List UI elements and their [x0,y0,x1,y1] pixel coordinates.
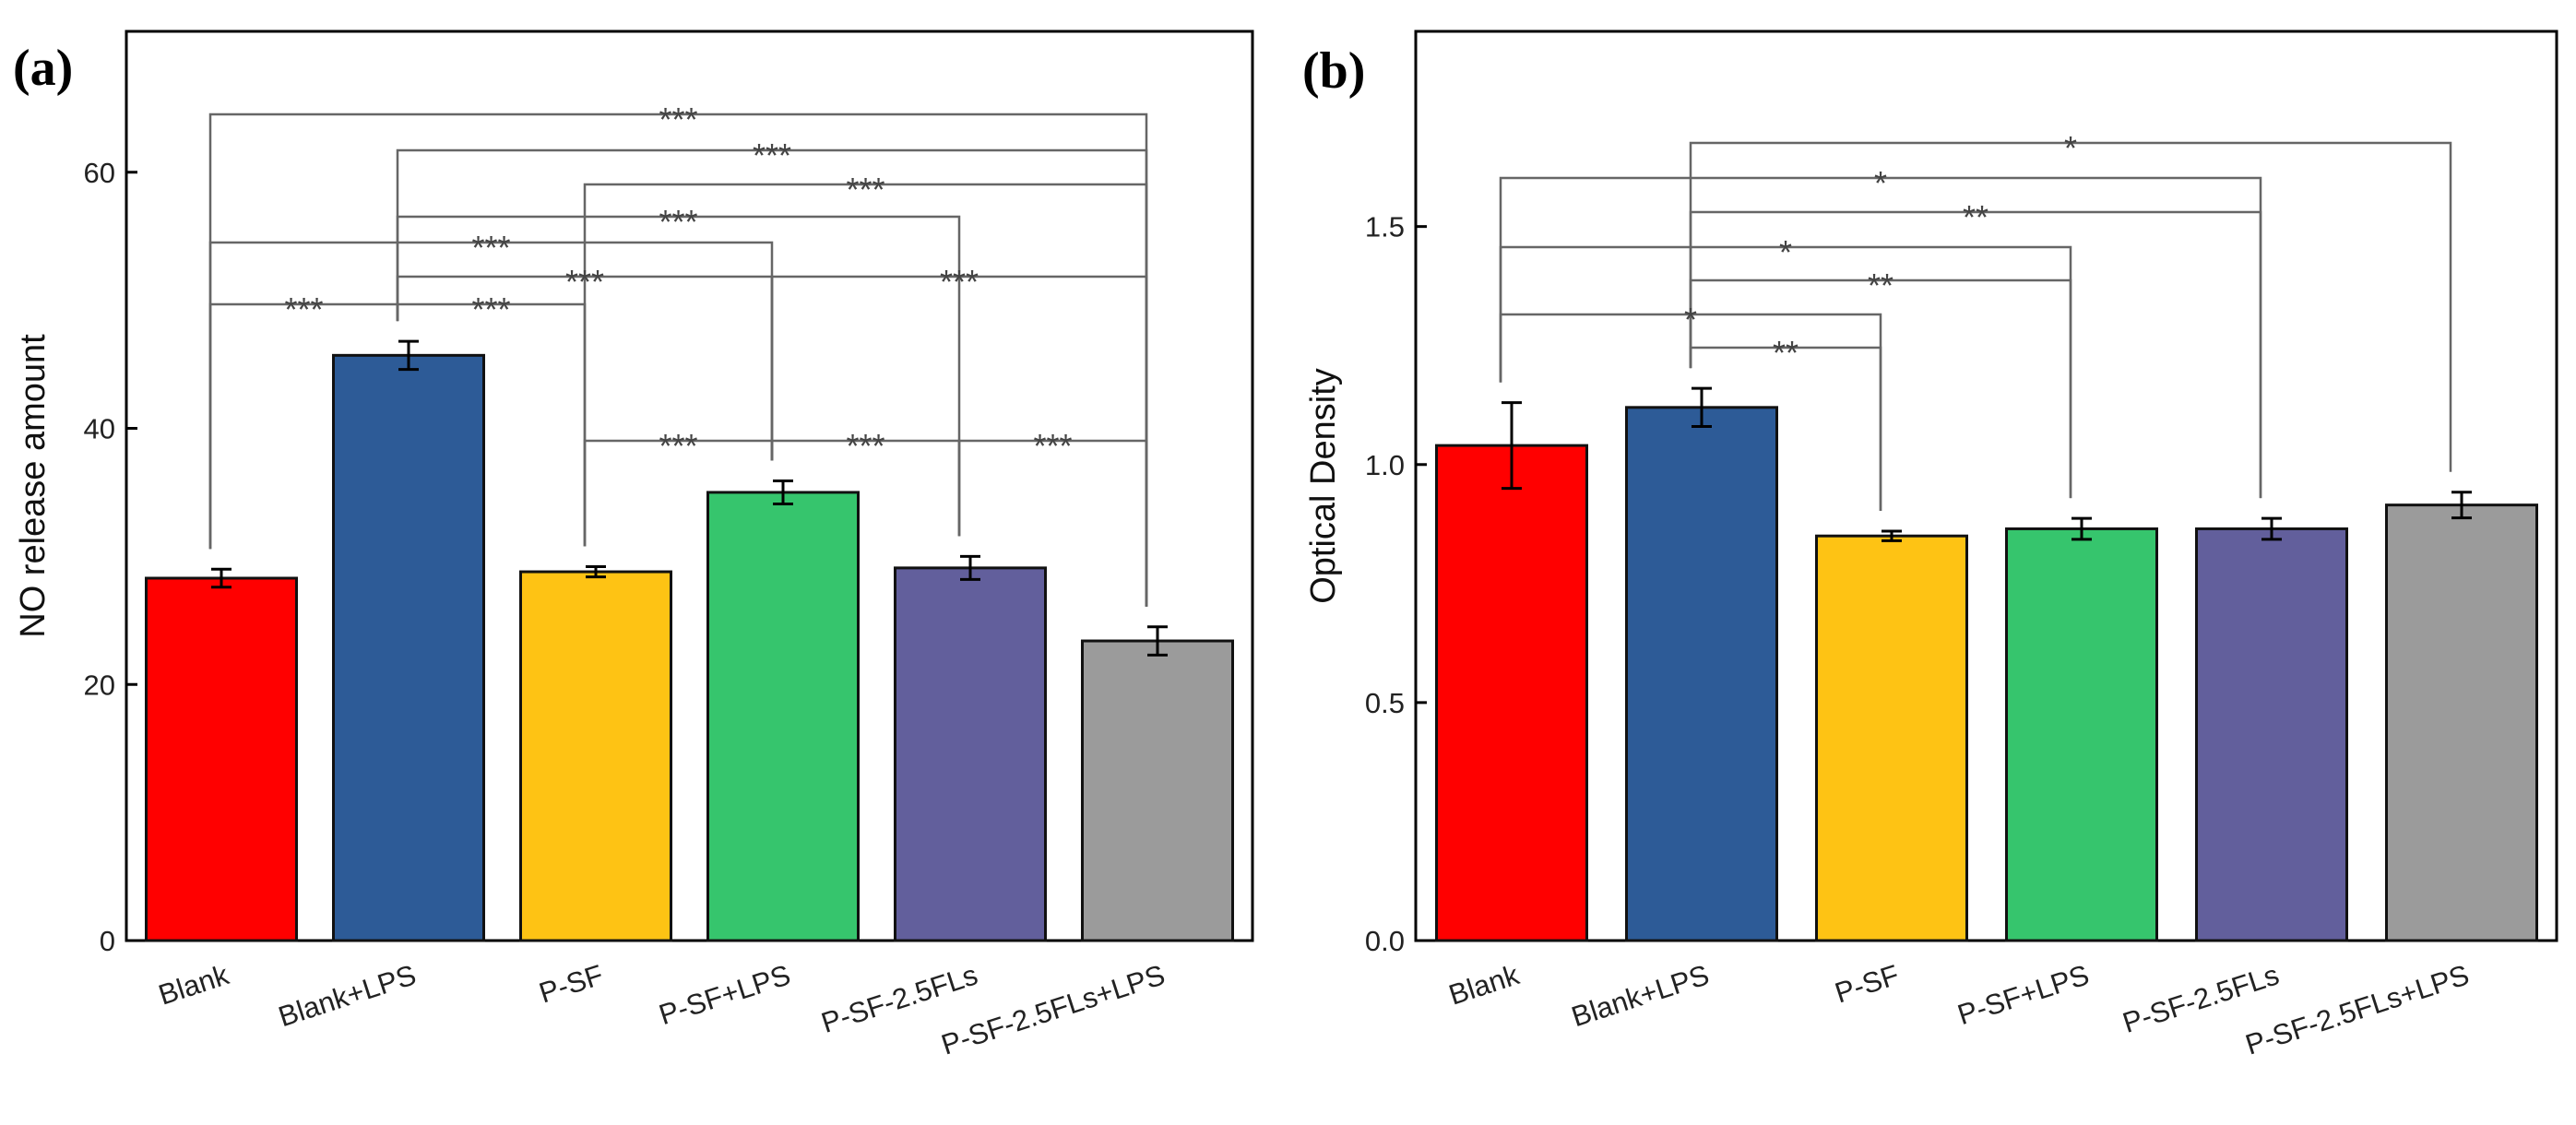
significance-label: ** [1963,198,1988,236]
bar-p-sf-2-5fls-lps [1081,639,1234,942]
x-tick-label: P-SF+LPS [655,958,794,1031]
x-tick-label: P-SF [1831,958,1903,1009]
significance-label: ** [1773,334,1798,372]
y-tick-label: 1.0 [1365,449,1405,481]
significance-label: * [1684,301,1697,338]
significance-label: *** [659,427,697,465]
panel-label: (b) [1302,42,1365,100]
bar-p-sf-lps [2005,527,2158,942]
y-tick-label: 20 [84,669,115,701]
significance-label: * [1874,164,1887,202]
significance-label: *** [1033,427,1072,465]
significance-label: ** [1868,266,1893,304]
y-tick-label: 0 [100,925,115,957]
bar-blank-lps [332,353,485,942]
significance-label: *** [659,101,697,138]
significance-label: *** [846,427,884,465]
bar-blank [145,576,298,942]
bar-p-sf-2-5fls [2195,527,2348,942]
y-tick-label: 0.5 [1365,687,1405,719]
significance-bracket [957,439,1148,607]
significance-bracket [396,215,961,537]
y-tick-label: 60 [84,157,115,189]
significance-label: *** [846,171,884,208]
plot-frame [1414,30,2558,942]
x-tick-label: P-SF+LPS [1953,958,2093,1031]
significance-bracket [583,183,1148,607]
bar-blank-lps [1625,406,1778,942]
y-tick-label: 0.0 [1365,925,1405,957]
significance-label: * [1779,233,1792,271]
significance-label: *** [753,136,791,174]
significance-bracket [1689,346,1882,512]
significance-label: * [2064,129,2077,167]
significance-label: *** [284,290,323,328]
x-tick-label: Blank [1445,958,1524,1011]
y-tick-label: 1.5 [1365,211,1405,243]
significance-label: *** [471,229,510,266]
bar-p-sf [1815,534,1968,942]
significance-label: *** [659,203,697,241]
panel-label: (a) [13,40,73,97]
bar-p-sf-2-5fls-lps [2385,503,2538,942]
significance-bracket [1689,278,2072,499]
bar-p-sf-lps [706,491,860,942]
bar-p-sf-2-5fls [894,566,1047,942]
significance-bracket [208,241,774,550]
plot-frame [125,30,1254,942]
significance-label: *** [565,263,604,301]
bar-p-sf [519,570,672,942]
x-tick-label: Blank [155,958,233,1011]
bar-blank [1435,444,1588,942]
y-tick-label: 40 [84,413,115,445]
y-axis-title: NO release amount [14,334,53,638]
x-tick-label: P-SF [535,958,607,1009]
y-axis-title: Optical Density [1304,368,1343,604]
significance-label: *** [940,263,979,301]
x-tick-label: Blank+LPS [275,958,421,1033]
significance-label: *** [471,290,510,328]
x-tick-label: Blank+LPS [1568,958,1714,1033]
